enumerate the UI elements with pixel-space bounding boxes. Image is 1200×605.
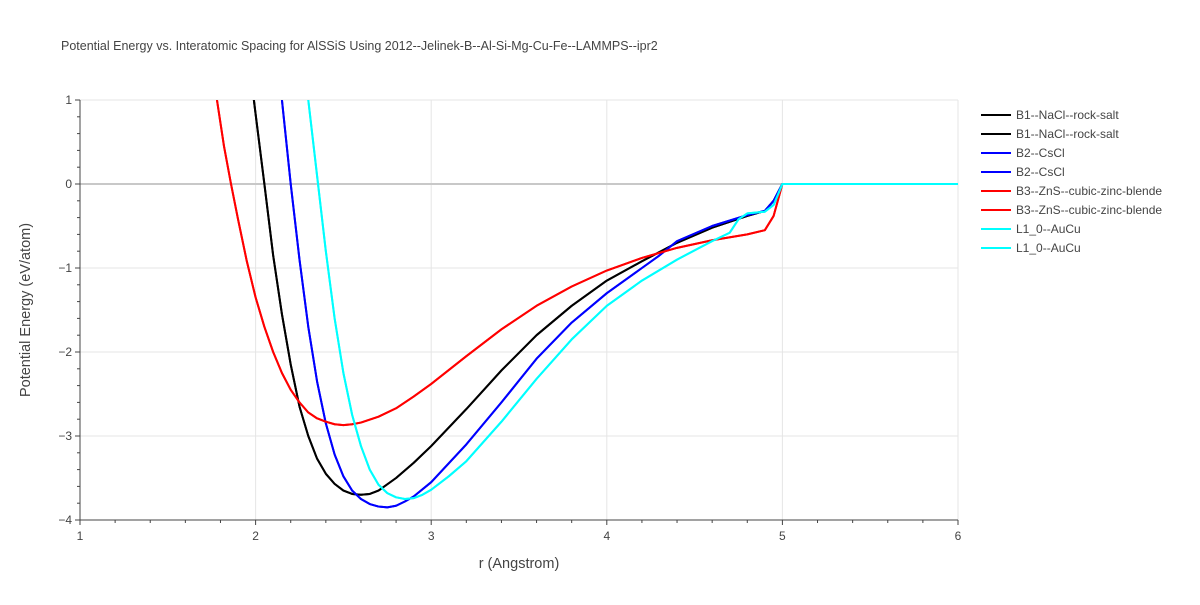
legend-label: B1--NaCl--rock-salt (1016, 108, 1119, 122)
x-tick-label: 4 (603, 529, 610, 543)
x-tick-label: 5 (779, 529, 786, 543)
legend-label: B1--NaCl--rock-salt (1016, 127, 1119, 141)
y-tick-label: −4 (58, 513, 72, 527)
legend-item-6[interactable]: L1_0--AuCu (981, 222, 1081, 236)
legend-item-1[interactable]: B1--NaCl--rock-salt (981, 127, 1119, 141)
legend[interactable]: B1--NaCl--rock-salt B1--NaCl--rock-salt B2… (981, 108, 1162, 255)
legend-item-3[interactable]: B2--CsCl (981, 165, 1065, 179)
legend-item-5[interactable]: B3--ZnS--cubic-zinc-blende (981, 203, 1162, 217)
series-line-1[interactable] (252, 100, 958, 496)
y-tick-label: −2 (58, 345, 72, 359)
x-tick-label: 1 (77, 529, 84, 543)
axes (75, 99, 959, 525)
x-tick-label: 2 (252, 529, 259, 543)
series-layer (215, 100, 958, 509)
series-line-3[interactable] (280, 100, 958, 509)
legend-item-0[interactable]: B1--NaCl--rock-salt (981, 108, 1119, 122)
legend-item-4[interactable]: B3--ZnS--cubic-zinc-blende (981, 184, 1162, 198)
legend-item-7[interactable]: L1_0--AuCu (981, 241, 1081, 255)
legend-label: L1_0--AuCu (1016, 222, 1081, 236)
chart-title: Potential Energy vs. Interatomic Spacing… (61, 39, 658, 53)
legend-label: B2--CsCl (1016, 165, 1065, 179)
y-tick-label: −1 (58, 261, 72, 275)
gridlines (80, 99, 959, 520)
y-axis-title: Potential Energy (eV/atom) (18, 223, 34, 397)
legend-label: B2--CsCl (1016, 146, 1065, 160)
x-tick-label: 3 (428, 529, 435, 543)
series-line-5[interactable] (215, 100, 958, 427)
y-tick-label: −3 (58, 429, 72, 443)
series-line-7[interactable] (307, 100, 958, 500)
y-tick-label: 0 (65, 177, 72, 191)
y-tick-label: 1 (65, 93, 72, 107)
legend-item-2[interactable]: B2--CsCl (981, 146, 1065, 160)
legend-label: B3--ZnS--cubic-zinc-blende (1016, 203, 1162, 217)
tick-labels: 1 2 3 4 5 6 1 0 −1 −2 −3 −4 (58, 93, 961, 543)
x-tick-label: 6 (955, 529, 962, 543)
x-axis-title: r (Angstrom) (479, 556, 560, 572)
legend-label: B3--ZnS--cubic-zinc-blende (1016, 184, 1162, 198)
legend-label: L1_0--AuCu (1016, 241, 1081, 255)
